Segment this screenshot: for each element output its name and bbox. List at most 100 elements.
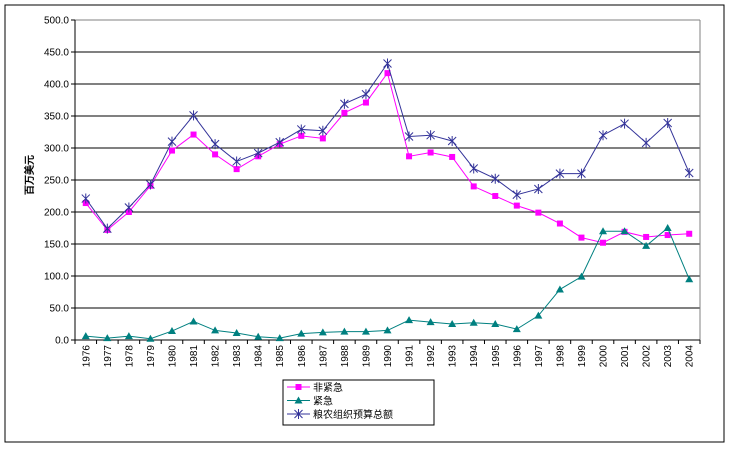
star-marker [663, 118, 673, 129]
star-marker [577, 168, 586, 179]
x-tick-label: 1984 [254, 345, 265, 368]
triangle-marker [685, 275, 694, 283]
y-tick-label: 450.0 [44, 48, 69, 59]
x-tick-label: 1986 [297, 345, 308, 368]
triangle-marker [167, 327, 176, 335]
square-marker [556, 220, 563, 227]
square-marker [492, 193, 499, 199]
star-marker [189, 110, 198, 121]
x-tick-label: 1997 [534, 345, 545, 368]
star-marker [598, 130, 608, 141]
x-tick-label: 1998 [555, 345, 566, 368]
square-marker [168, 147, 175, 154]
star-marker [447, 135, 457, 146]
x-tick-label: 1995 [491, 345, 502, 368]
legend-label: 紧急 [313, 395, 333, 408]
triangle-marker [426, 318, 435, 326]
star-marker [146, 179, 155, 190]
x-tick-label: 1989 [361, 345, 372, 368]
y-tick-label: 100.0 [44, 272, 69, 283]
triangle-marker [512, 325, 521, 333]
legend-label: 非紧急 [313, 381, 343, 394]
x-tick-label: 1993 [448, 345, 459, 368]
x-tick-label: 1988 [340, 345, 351, 368]
y-tick-label: 300.0 [44, 144, 69, 155]
triangle-marker [297, 329, 306, 337]
triangle-marker [124, 332, 133, 340]
star-marker [275, 137, 285, 148]
square-marker [190, 131, 197, 138]
square-marker [449, 153, 456, 160]
x-tick-label: 1977 [103, 345, 114, 368]
star-marker [620, 118, 629, 129]
x-tick-label: 2002 [642, 345, 653, 368]
x-tick-label: 1996 [512, 345, 523, 368]
triangle-marker [555, 285, 564, 293]
triangle-marker [294, 396, 303, 404]
triangle-marker [254, 332, 263, 340]
square-marker [319, 135, 326, 142]
y-tick-label: 500.0 [44, 16, 69, 27]
x-tick-label: 2004 [685, 345, 696, 368]
square-marker [686, 230, 693, 237]
triangle-marker [491, 320, 500, 327]
square-marker [362, 99, 369, 106]
star-marker [404, 131, 414, 142]
x-tick-label: 1985 [275, 345, 286, 368]
star-marker [340, 98, 349, 109]
square-marker [233, 166, 240, 173]
y-tick-label: 400.0 [44, 80, 69, 91]
star-marker [512, 189, 522, 200]
square-marker [578, 234, 585, 241]
x-tick-label: 1980 [167, 345, 178, 368]
square-marker [298, 132, 305, 139]
star-marker [318, 125, 328, 136]
legend-label: 粮农组织预算总额 [313, 408, 393, 421]
triangle-marker [405, 316, 414, 324]
star-marker [167, 136, 177, 147]
y-tick-label: 350.0 [44, 112, 69, 123]
square-marker [513, 202, 520, 209]
x-tick-label: 1983 [232, 345, 243, 368]
triangle-marker [81, 332, 90, 340]
x-tick-label: 2003 [663, 345, 674, 368]
x-tick-label: 1990 [383, 345, 394, 368]
triangle-marker [577, 272, 586, 280]
square-marker [427, 149, 434, 156]
triangle-marker [232, 328, 241, 336]
y-tick-label: 0.0 [55, 336, 69, 347]
square-marker [341, 109, 348, 116]
triangle-marker [663, 224, 672, 231]
x-tick-label: 1981 [189, 345, 200, 368]
x-tick-label: 2001 [620, 345, 631, 368]
star-marker [361, 89, 371, 100]
y-tick-label: 50.0 [50, 304, 70, 315]
star-marker [534, 183, 543, 194]
x-tick-label: 1991 [405, 345, 416, 368]
square-marker [384, 70, 391, 77]
x-tick-label: 1976 [81, 345, 92, 368]
star-marker [490, 173, 500, 184]
square-marker [406, 153, 413, 160]
triangle-marker [340, 327, 349, 335]
x-tick-label: 1987 [318, 345, 329, 368]
triangle-marker [469, 318, 478, 326]
square-marker [535, 209, 542, 216]
y-axis-label: 百万美元 [23, 155, 36, 195]
square-marker [212, 151, 219, 158]
square-marker [600, 239, 607, 246]
triangle-marker [211, 326, 220, 334]
star-marker [469, 163, 479, 174]
x-tick-label: 1994 [469, 345, 480, 368]
star-marker [426, 130, 435, 141]
triangle-marker [275, 334, 284, 342]
triangle-marker [599, 227, 608, 235]
x-tick-label: 2000 [599, 345, 610, 368]
triangle-marker [383, 326, 392, 334]
triangle-marker [189, 317, 198, 325]
triangle-marker [642, 241, 651, 249]
x-tick-label: 1992 [426, 345, 437, 368]
